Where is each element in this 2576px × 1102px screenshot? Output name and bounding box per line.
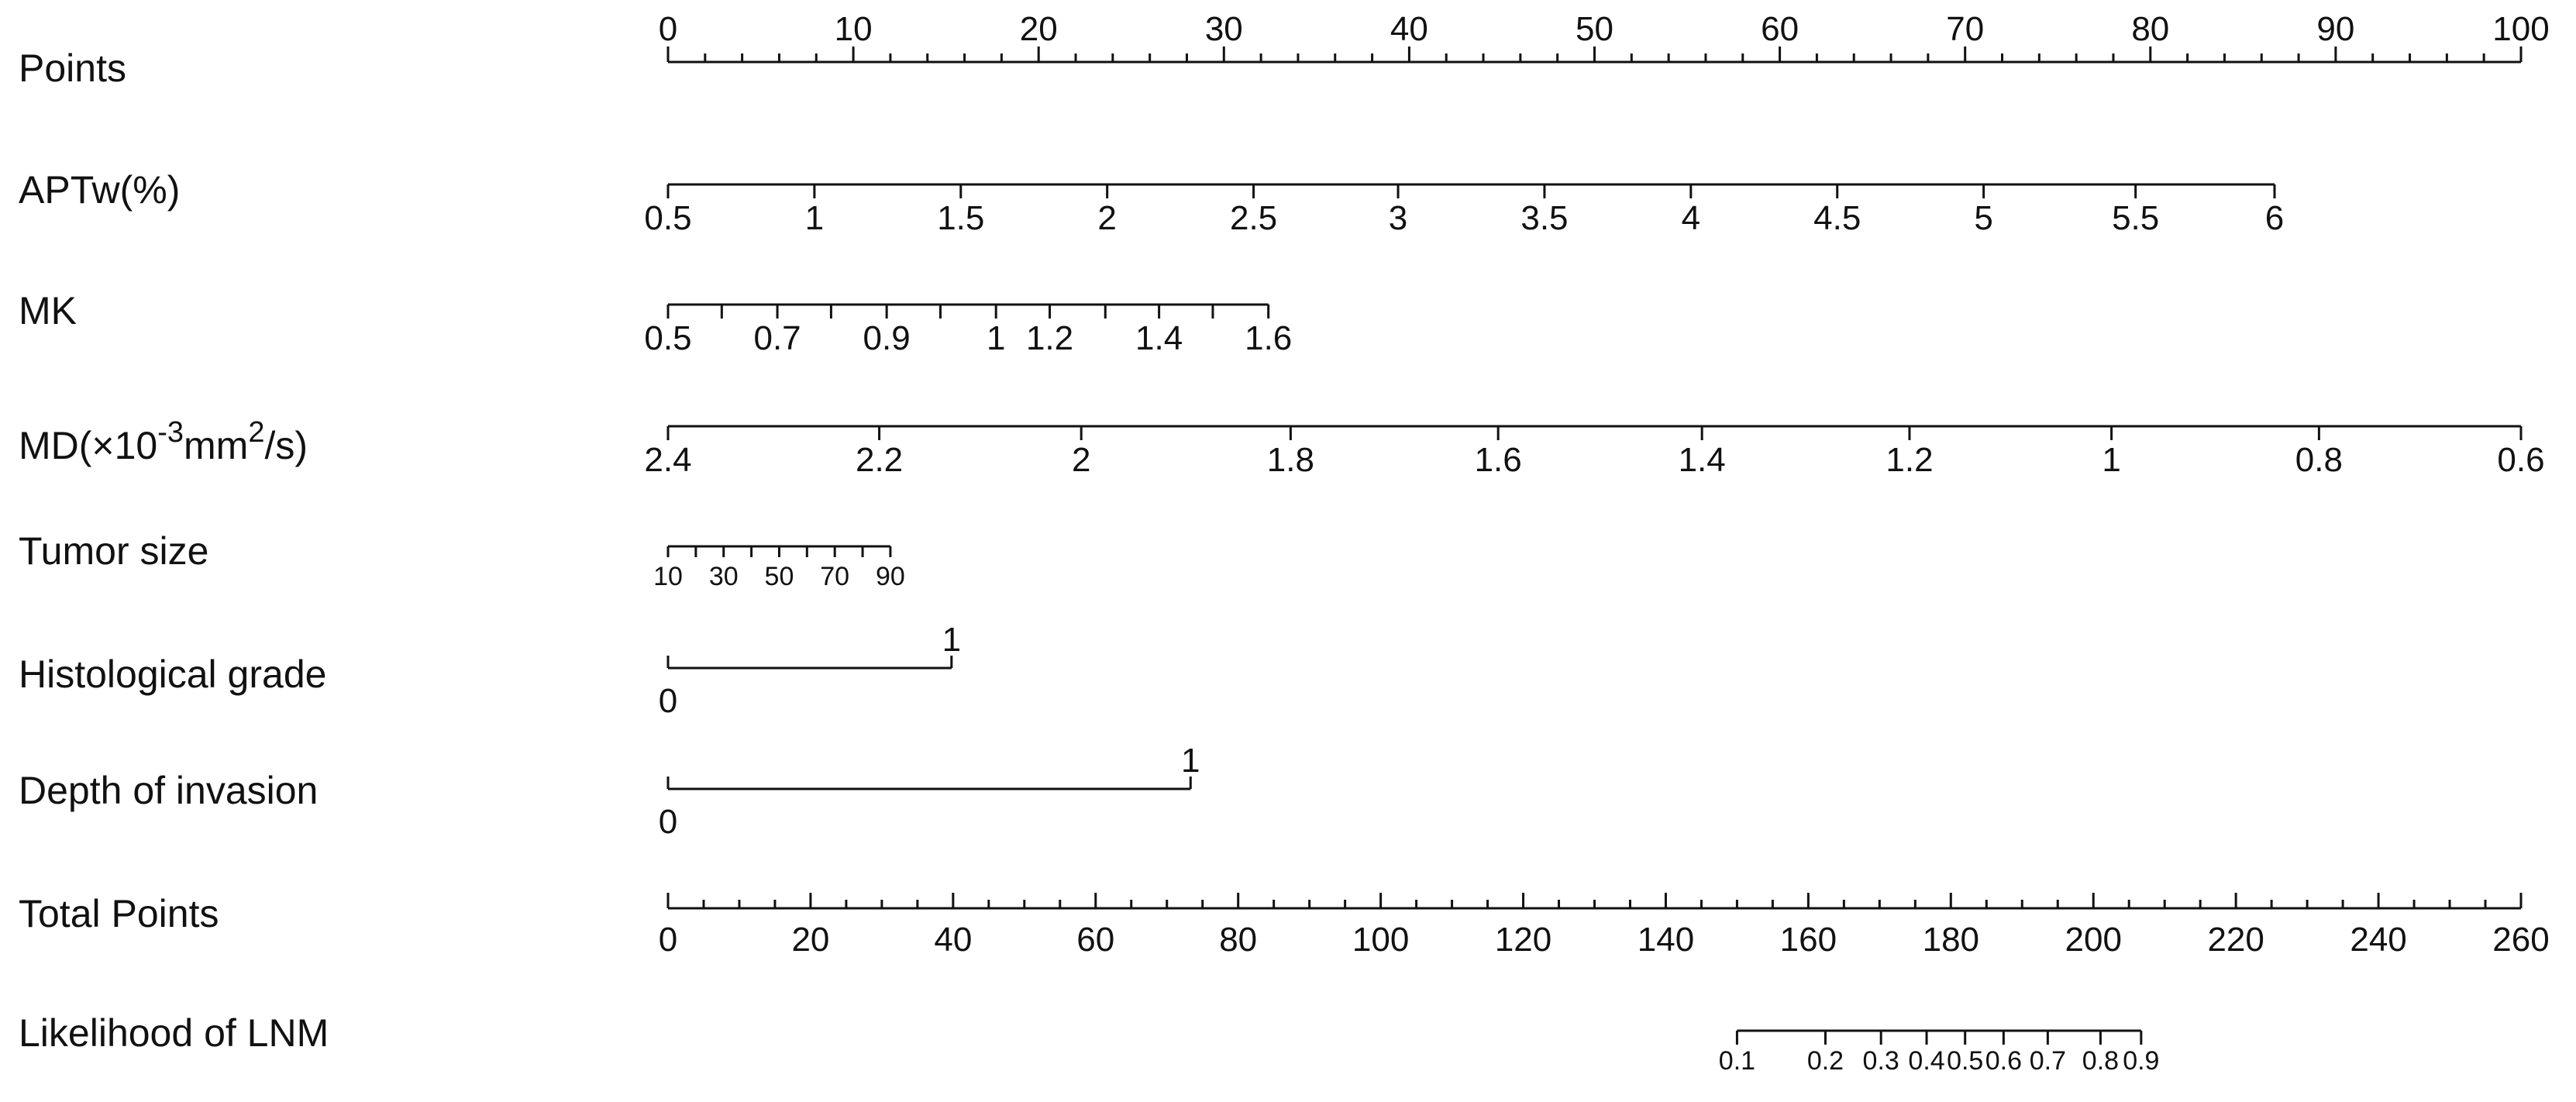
tumor-tick-label: 50	[765, 562, 794, 591]
mk-tick-label: 0.7	[753, 319, 801, 357]
lnm-tick-label: 0.9	[2123, 1046, 2159, 1076]
md-tick-label: 1.2	[1886, 441, 1933, 479]
md-tick-label: 0.8	[2295, 441, 2343, 479]
row-label-md: MD(×10-3mm2/s)	[19, 416, 308, 467]
total-tick-label: 260	[2492, 921, 2549, 959]
aptw-tick-label: 3	[1389, 199, 1407, 237]
md-tick-label: 2.4	[644, 441, 691, 479]
total-tick-label: 240	[2350, 921, 2406, 959]
mk-tick-label: 0.9	[863, 319, 911, 357]
lnm-tick-label: 0.1	[1719, 1046, 1755, 1076]
row-label-part: Likelihood of LNM	[19, 1011, 329, 1055]
aptw-tick-label: 6	[2265, 199, 2284, 237]
row-label-total: Total Points	[19, 892, 219, 935]
row-label-part: MD(×10	[19, 424, 157, 467]
row-label-aptw: APTw(%)	[19, 168, 180, 212]
points-tick-label: 60	[1761, 10, 1799, 48]
total-tick-label: 180	[1923, 921, 1979, 959]
tumor-tick-label: 30	[709, 562, 739, 591]
tumor-tick-label: 90	[876, 562, 905, 591]
points-tick-label: 100	[2492, 10, 2549, 48]
md-tick-label: 1	[2102, 441, 2120, 479]
mk-tick-label: 0.5	[644, 319, 691, 357]
points-tick-label: 30	[1205, 10, 1243, 48]
lnm-tick-label: 0.8	[2082, 1046, 2119, 1076]
tumor-tick-label: 70	[820, 562, 849, 591]
total-tick-label: 140	[1638, 921, 1694, 959]
row-label-part: Depth of invasion	[19, 769, 318, 812]
aptw-tick-label: 4	[1682, 199, 1700, 237]
aptw-tick-label: 2	[1097, 199, 1116, 237]
row-label-part: -3	[157, 416, 184, 449]
lnm-tick-label: 0.2	[1807, 1046, 1844, 1076]
points-tick-label: 0	[659, 10, 677, 48]
mk-tick-label: 1.4	[1135, 319, 1183, 357]
row-label-part: Histological grade	[19, 653, 326, 696]
points-tick-label: 90	[2316, 10, 2354, 48]
row-label-part: APTw(%)	[19, 168, 180, 212]
row-label-grade: Histological grade	[19, 653, 326, 696]
row-label-points: Points	[19, 46, 126, 90]
aptw-tick-label: 5	[1974, 199, 1992, 237]
total-tick-label: 20	[791, 921, 829, 959]
aptw-tick-label: 1.5	[937, 199, 984, 237]
grade-tick-label: 0	[659, 682, 677, 720]
row-label-part: Tumor size	[19, 529, 208, 573]
mk-tick-label: 1	[987, 319, 1005, 357]
total-tick-label: 220	[2207, 921, 2264, 959]
total-tick-label: 160	[1780, 921, 1837, 959]
row-label-mk: MK	[19, 289, 77, 332]
row-label-part: Total Points	[19, 892, 219, 935]
mk-tick-label: 1.6	[1245, 319, 1292, 357]
points-tick-label: 50	[1576, 10, 1613, 48]
lnm-tick-label: 0.7	[2030, 1046, 2066, 1076]
md-tick-label: 0.6	[2497, 441, 2544, 479]
md-tick-label: 2.2	[856, 441, 903, 479]
total-tick-label: 0	[659, 921, 677, 959]
total-tick-label: 120	[1495, 921, 1551, 959]
row-label-tumor: Tumor size	[19, 529, 208, 573]
depth-tick-label: 1	[1181, 742, 1200, 780]
aptw-tick-label: 1	[805, 199, 824, 237]
row-label-lnm: Likelihood of LNM	[19, 1011, 329, 1055]
md-tick-label: 1.6	[1475, 441, 1522, 479]
aptw-tick-label: 5.5	[2112, 199, 2159, 237]
total-tick-label: 100	[1352, 921, 1409, 959]
total-tick-label: 80	[1219, 921, 1257, 959]
row-label-part: /s)	[264, 424, 308, 467]
lnm-tick-label: 0.5	[1947, 1046, 1983, 1076]
aptw-tick-label: 0.5	[644, 199, 691, 237]
points-tick-label: 10	[835, 10, 873, 48]
total-tick-label: 200	[2065, 921, 2122, 959]
points-tick-label: 40	[1390, 10, 1428, 48]
tumor-tick-label: 10	[653, 562, 683, 591]
lnm-tick-label: 0.6	[1985, 1046, 2022, 1076]
mk-tick-label: 1.2	[1026, 319, 1073, 357]
aptw-tick-label: 3.5	[1520, 199, 1568, 237]
lnm-tick-label: 0.4	[1908, 1046, 1944, 1076]
md-tick-label: 1.8	[1267, 441, 1314, 479]
points-tick-label: 70	[1946, 10, 1984, 48]
aptw-tick-label: 2.5	[1230, 199, 1277, 237]
aptw-tick-label: 4.5	[1813, 199, 1861, 237]
points-tick-label: 20	[1020, 10, 1058, 48]
row-label-part: mm	[184, 424, 248, 467]
total-tick-label: 60	[1076, 921, 1114, 959]
row-label-part: MK	[19, 289, 77, 332]
row-label-part: 2	[248, 416, 264, 449]
row-label-depth: Depth of invasion	[19, 769, 318, 812]
md-tick-label: 1.4	[1679, 441, 1726, 479]
lnm-tick-label: 0.3	[1863, 1046, 1899, 1076]
points-tick-label: 80	[2131, 10, 2169, 48]
depth-tick-label: 0	[659, 803, 677, 841]
total-tick-label: 40	[934, 921, 972, 959]
md-tick-label: 2	[1072, 441, 1090, 479]
grade-tick-label: 1	[942, 621, 961, 659]
